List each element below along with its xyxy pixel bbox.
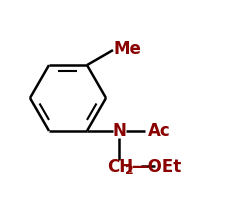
Text: CH: CH [107,158,133,176]
Text: Me: Me [114,40,141,58]
Text: Ac: Ac [147,122,170,140]
Text: —OEt: —OEt [131,158,180,176]
Text: N: N [112,122,125,140]
Text: 2: 2 [124,164,133,177]
